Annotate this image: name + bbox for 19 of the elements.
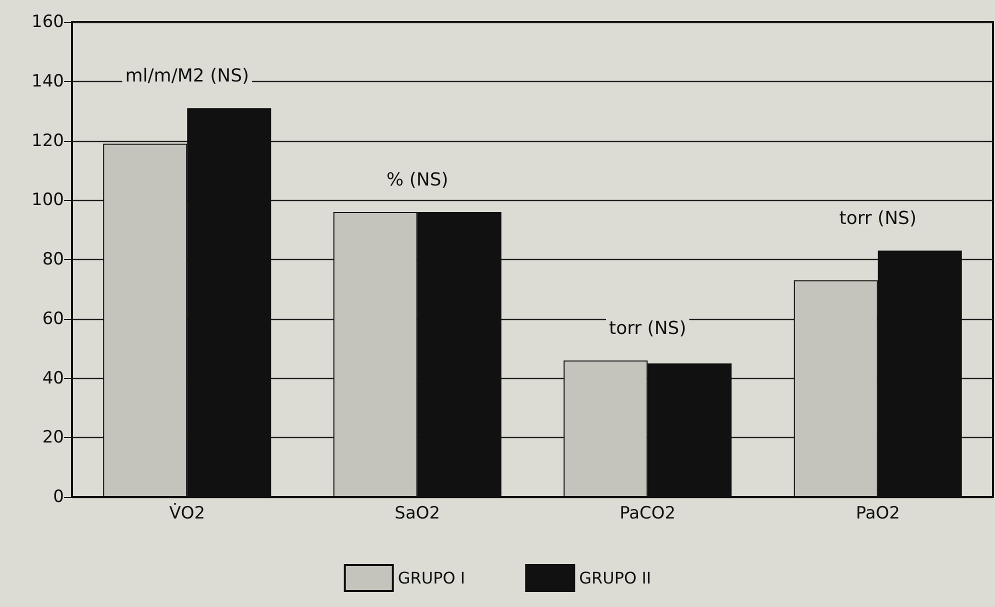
y-tick-label: 120 — [32, 130, 64, 151]
x-tick-label: PaCO2 — [620, 504, 676, 524]
legend-label: GRUPO I — [398, 568, 466, 588]
y-tick-label: 100 — [32, 190, 64, 210]
y-tick-label: 80 — [42, 250, 64, 270]
y-tick-label: 60 — [42, 308, 64, 329]
annotation: ml/m/M2 (NS) — [125, 66, 250, 87]
y-tick-label: 20 — [42, 428, 64, 448]
y-tick-label: 40 — [42, 368, 64, 388]
y-tick-label: 140 — [32, 71, 64, 92]
legend-label: GRUPO II — [579, 568, 652, 588]
x-tick-label: V̇O2 — [169, 502, 206, 524]
y-tick-label: 0 — [53, 487, 64, 507]
x-tick-label: SaO2 — [394, 504, 440, 524]
annotation: torr (NS) — [609, 318, 686, 339]
annotation: torr (NS) — [839, 208, 916, 230]
y-tick-label: 160 — [32, 12, 64, 32]
x-tick-label: PaO2 — [856, 504, 900, 524]
annotation: % (NS) — [386, 170, 448, 190]
